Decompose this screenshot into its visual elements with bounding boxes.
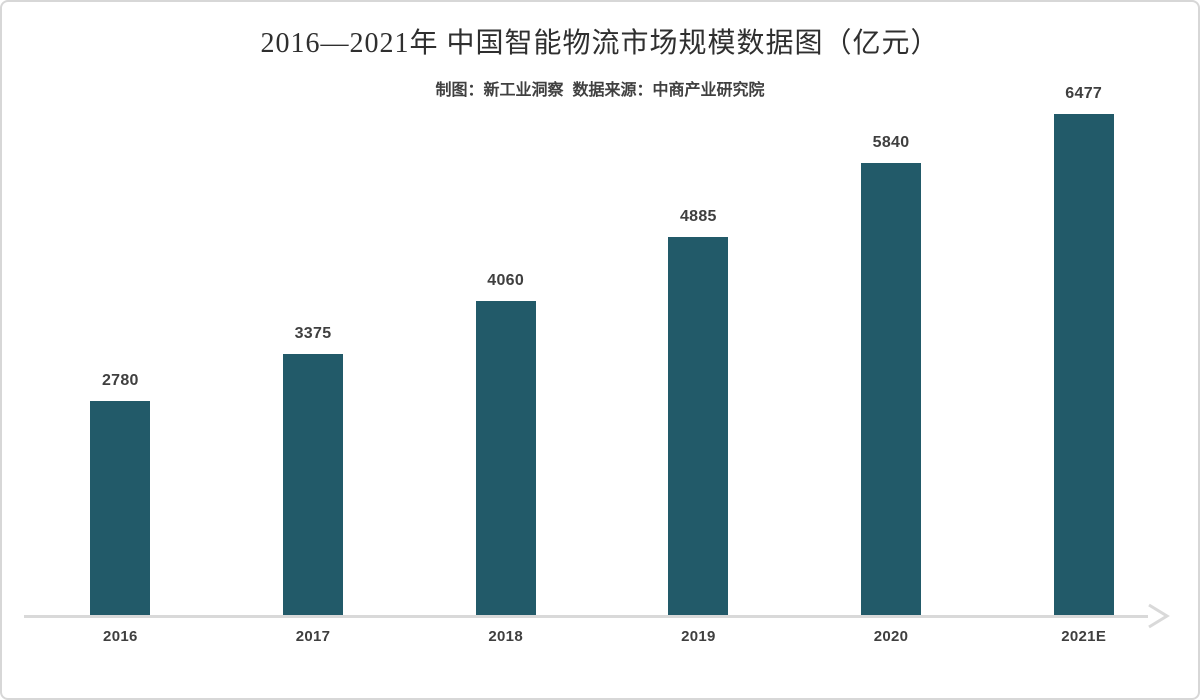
bar-value-label: 2780 — [101, 372, 139, 389]
bar-value-label: 6477 — [1065, 85, 1103, 102]
x-axis-line — [24, 615, 1148, 618]
bar-value-label: 3375 — [294, 325, 332, 342]
bar-column-2018: 4060 — [409, 2, 602, 616]
bar-2018 — [475, 301, 536, 616]
bar-2016 — [90, 401, 151, 616]
chart-title: 2016—2021年 中国智能物流市场规模数据图（亿元） — [260, 28, 940, 59]
x-axis-arrow-icon — [1148, 603, 1170, 629]
bar-column-2021E: 6477 — [987, 2, 1180, 616]
bar-column-2017: 3375 — [217, 2, 410, 616]
bars-area: 2780 3375 4060 4885 5840 6477 — [24, 2, 1180, 616]
bar-2019 — [668, 237, 729, 616]
x-axis-labels: 2016 2017 2018 2019 2020 2021E — [24, 628, 1180, 645]
x-axis-label-2017: 2017 — [295, 628, 331, 645]
bar-2020 — [861, 163, 922, 616]
bar-2017 — [283, 354, 343, 616]
bar-value-label: 4885 — [679, 208, 717, 225]
x-axis-label-2020: 2020 — [873, 628, 909, 645]
bar-value-label: 5840 — [872, 134, 910, 151]
x-axis-label-2018: 2018 — [488, 628, 523, 645]
x-axis-label-2016: 2016 — [103, 628, 138, 645]
x-axis-label-2019: 2019 — [681, 628, 716, 645]
bar-column-2016: 2780 — [24, 2, 217, 616]
chart-subtitle: 制图：新工业洞察 数据来源：中商产业研究院 — [435, 82, 765, 99]
x-axis-label-2021E: 2021E — [1061, 628, 1107, 645]
bar-column-2019: 4885 — [602, 2, 795, 616]
bar-value-label: 4060 — [487, 272, 525, 289]
bar-column-2020: 5840 — [795, 2, 988, 616]
bar-2021E — [1053, 114, 1114, 616]
